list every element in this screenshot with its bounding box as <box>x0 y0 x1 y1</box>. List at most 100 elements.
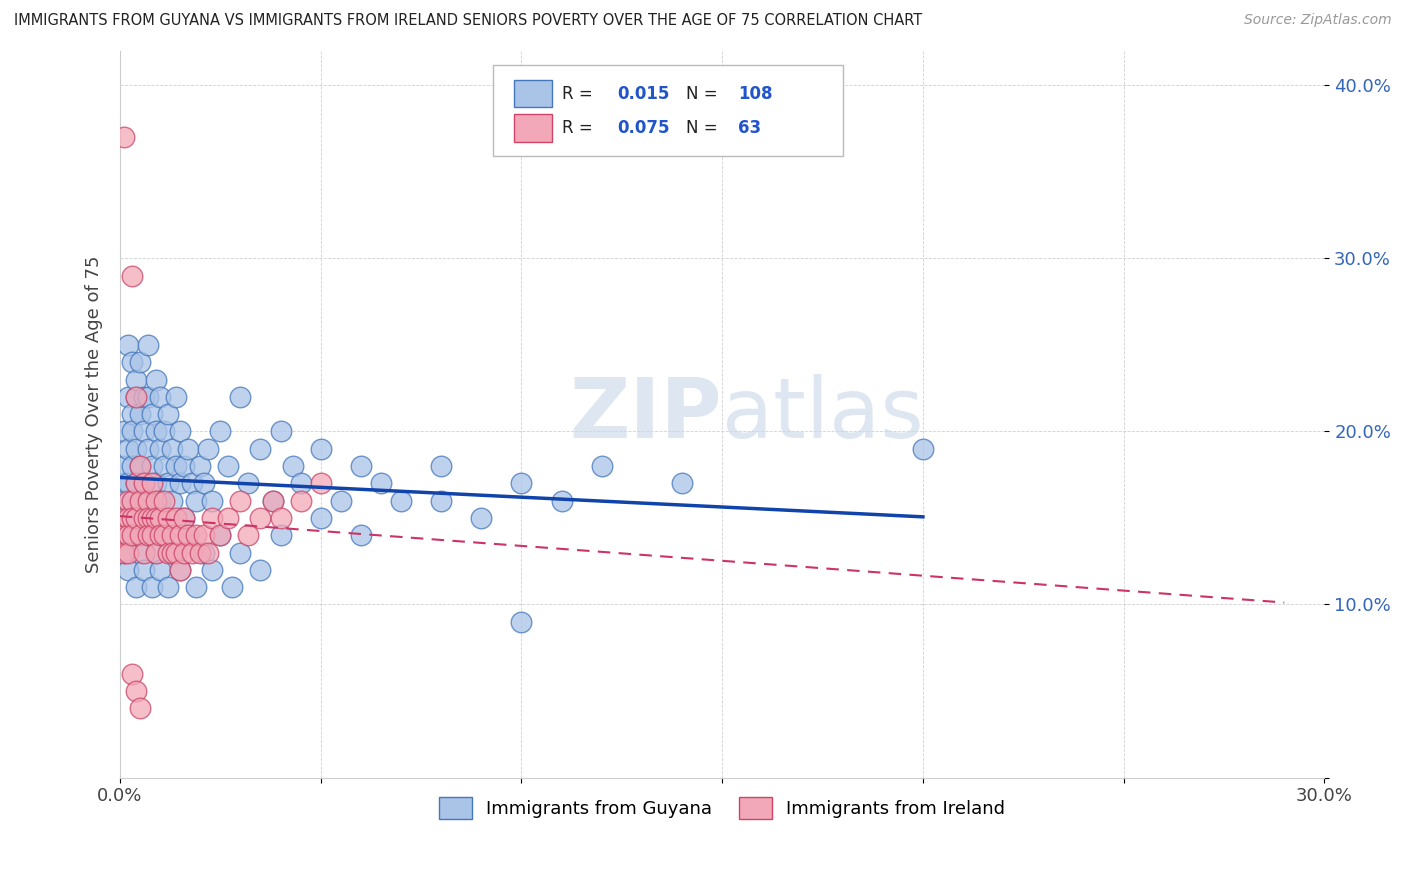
Point <box>309 442 332 456</box>
Point <box>132 545 155 559</box>
Point <box>188 545 211 559</box>
Point <box>117 476 139 491</box>
Point <box>117 511 139 525</box>
Text: IMMIGRANTS FROM GUYANA VS IMMIGRANTS FROM IRELAND SENIORS POVERTY OVER THE AGE O: IMMIGRANTS FROM GUYANA VS IMMIGRANTS FRO… <box>14 13 922 29</box>
Point <box>112 458 135 473</box>
Point <box>201 511 224 525</box>
Point <box>117 442 139 456</box>
Point <box>149 511 172 525</box>
Point <box>160 545 183 559</box>
Point <box>117 528 139 542</box>
Point <box>169 528 191 542</box>
Point <box>141 511 163 525</box>
Point <box>141 476 163 491</box>
Point <box>125 580 148 594</box>
Text: ZIP: ZIP <box>569 374 723 455</box>
Point <box>149 493 172 508</box>
Point <box>550 493 572 508</box>
Point <box>160 528 183 542</box>
Point <box>591 458 613 473</box>
Point <box>186 528 208 542</box>
Point <box>141 580 163 594</box>
Point <box>132 563 155 577</box>
Point <box>249 511 271 525</box>
Point <box>145 545 167 559</box>
Point <box>136 493 159 508</box>
Point <box>136 338 159 352</box>
Point <box>193 528 215 542</box>
Point <box>129 528 152 542</box>
Point <box>145 511 167 525</box>
Point <box>229 545 252 559</box>
Point <box>209 425 232 439</box>
Point <box>217 511 239 525</box>
Point <box>125 511 148 525</box>
Point <box>136 528 159 542</box>
Point <box>157 407 180 421</box>
Point <box>125 684 148 698</box>
Point <box>197 442 219 456</box>
Point <box>173 511 195 525</box>
Point <box>125 372 148 386</box>
Point <box>149 390 172 404</box>
Point <box>181 545 204 559</box>
Point <box>141 458 163 473</box>
Point <box>136 511 159 525</box>
Point <box>149 563 172 577</box>
Point <box>329 493 352 508</box>
Point <box>145 425 167 439</box>
Point <box>290 493 312 508</box>
Point <box>430 458 453 473</box>
Point <box>370 476 392 491</box>
Point <box>112 130 135 145</box>
Point <box>153 458 176 473</box>
Point <box>112 425 135 439</box>
Point <box>157 476 180 491</box>
Point <box>430 493 453 508</box>
Point <box>169 425 191 439</box>
Point <box>221 580 243 594</box>
Text: R =: R = <box>562 119 598 136</box>
Point <box>157 545 180 559</box>
Point <box>510 615 533 629</box>
Point <box>125 442 148 456</box>
Point <box>229 390 252 404</box>
Point <box>177 528 200 542</box>
Point <box>270 511 292 525</box>
Point <box>193 545 215 559</box>
Point <box>132 511 155 525</box>
Point <box>201 493 224 508</box>
Point <box>129 407 152 421</box>
Point <box>129 458 152 473</box>
Point <box>238 528 260 542</box>
Point <box>270 528 292 542</box>
Point <box>121 355 143 369</box>
Point <box>117 528 139 542</box>
Point <box>112 545 135 559</box>
Point <box>129 355 152 369</box>
Y-axis label: Seniors Poverty Over the Age of 75: Seniors Poverty Over the Age of 75 <box>86 255 103 573</box>
Point <box>169 563 191 577</box>
Point <box>125 476 148 491</box>
Point <box>229 493 252 508</box>
Point <box>177 528 200 542</box>
Point <box>129 458 152 473</box>
Point <box>160 493 183 508</box>
Point <box>121 493 143 508</box>
Point <box>121 528 143 542</box>
Legend: Immigrants from Guyana, Immigrants from Ireland: Immigrants from Guyana, Immigrants from … <box>432 790 1012 827</box>
Bar <box>513 114 553 142</box>
Bar <box>513 79 553 107</box>
Point <box>149 442 172 456</box>
Point <box>132 511 155 525</box>
Point <box>217 458 239 473</box>
Point <box>136 528 159 542</box>
Point <box>169 563 191 577</box>
Text: N =: N = <box>686 119 723 136</box>
Point <box>129 545 152 559</box>
Point <box>197 545 219 559</box>
Point <box>112 528 135 542</box>
Point <box>153 425 176 439</box>
Point <box>125 511 148 525</box>
Point <box>157 511 180 525</box>
